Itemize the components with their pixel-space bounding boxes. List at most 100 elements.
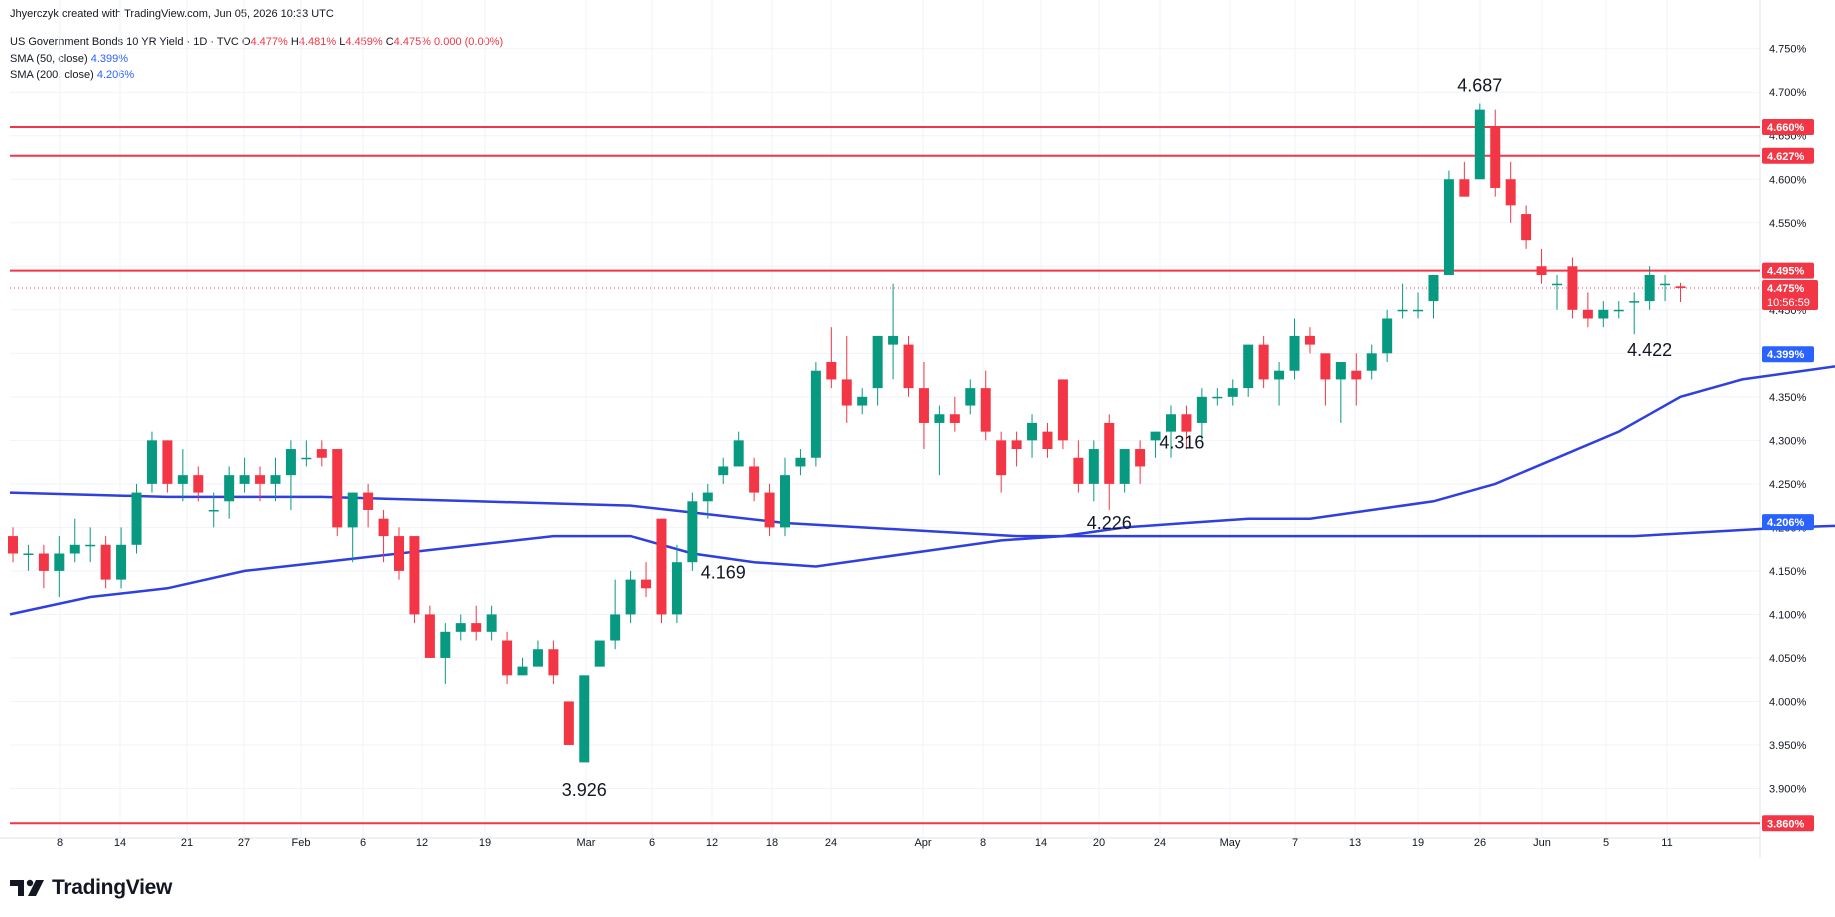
price-badges: 4.660% 4.627% 4.495% 3.860% 4.475% 10:56:59 4.… [1762, 119, 1818, 832]
candle-body [918, 388, 929, 423]
candle-up [1552, 274, 1562, 310]
candle-down [332, 449, 343, 537]
candle-body [146, 440, 157, 484]
candle-up [1335, 362, 1346, 423]
candle-body [455, 623, 466, 632]
candle-body [949, 414, 960, 423]
time-tick-label: 6 [360, 837, 366, 849]
sma200-label: SMA (200, close) [10, 69, 94, 81]
candle-body [1397, 309, 1408, 312]
sma200-value: 4.206% [96, 69, 135, 81]
candle-body [780, 475, 790, 528]
candle-down [548, 640, 559, 685]
candle-down [1505, 161, 1516, 223]
time-tick-label: 24 [825, 837, 837, 849]
candle-body [1443, 179, 1454, 275]
price-annotation: 3.926 [562, 780, 607, 800]
candle-body [224, 475, 235, 502]
time-axis[interactable]: 8 14 21 27 Feb 6 12 19 Mar 6 12 18 24 Apr 8 14 20 24 May 7 1… [57, 837, 1673, 849]
candle-up [440, 623, 451, 685]
level-badge-label: 4.495% [1767, 266, 1805, 278]
candle-down [100, 536, 111, 589]
candle-body [1660, 283, 1671, 286]
high-label: H [290, 36, 299, 48]
time-tick-label: 7 [1292, 837, 1298, 849]
candle-body [872, 335, 883, 389]
candle-up [1613, 301, 1624, 319]
candle-body [749, 466, 760, 493]
candle-body [1135, 449, 1146, 467]
candle-body [625, 579, 636, 615]
chart-credit: Jhyerczyk created with TradingView.com, … [10, 8, 334, 20]
sma200-legend[interactable]: SMA (200, close) 4.206% [10, 68, 134, 82]
candle-down [1011, 431, 1022, 467]
tradingview-logo[interactable]: TradingView [10, 876, 172, 900]
candle-up [872, 335, 883, 406]
candle-up [702, 483, 713, 519]
candle-down [1521, 205, 1532, 249]
candle-up [1629, 292, 1640, 335]
candle-body [1320, 353, 1331, 380]
candle-body [733, 440, 744, 467]
candle-body [1196, 396, 1207, 423]
candle-body [1351, 370, 1362, 380]
candle-body [38, 553, 49, 571]
candle-body [1258, 344, 1269, 380]
candle-up [1660, 274, 1671, 302]
candle-down [255, 466, 266, 502]
candle-body [1428, 274, 1439, 302]
price-tick-label: 4.100% [1769, 609, 1807, 621]
time-tick-label: 6 [649, 837, 655, 849]
level-badge [1762, 119, 1814, 136]
candle-down [471, 605, 482, 641]
candle-body [1459, 179, 1470, 197]
candle-body [1274, 370, 1285, 380]
last-price-label: 4.475% [1767, 283, 1805, 295]
candle-down [316, 440, 327, 467]
low-label: L [339, 36, 346, 48]
candle-body [285, 449, 296, 476]
candle-body [548, 649, 559, 676]
candle-body [1057, 379, 1068, 441]
candle-body [1629, 301, 1640, 303]
candle-down [826, 327, 837, 389]
candle-down [1135, 440, 1146, 484]
candles [8, 103, 1686, 763]
candle-down [841, 335, 852, 423]
time-tick-label: 19 [1412, 837, 1424, 849]
candle-down [1057, 379, 1068, 450]
level-badge-label: 3.860% [1767, 818, 1805, 830]
candle-down [1258, 335, 1269, 389]
candle-body [1335, 362, 1346, 380]
sma50-legend[interactable]: SMA (50, close) 4.399% [10, 52, 128, 66]
candle-body [378, 518, 389, 537]
candle-body [23, 553, 34, 555]
candle-body [239, 475, 250, 484]
candle-body [1304, 335, 1315, 345]
candle-body [810, 370, 821, 458]
candle-up [1166, 405, 1176, 458]
candle-down [641, 562, 652, 598]
candle-up [671, 544, 682, 624]
candle-down [749, 457, 760, 502]
candle-down [1351, 353, 1362, 406]
low-value: 4.459% [345, 36, 383, 48]
time-tick-label: 14 [114, 837, 126, 849]
price-tick-label: 3.900% [1769, 783, 1807, 795]
candle-up [888, 283, 899, 380]
candle-body [193, 475, 204, 493]
candle-body [996, 440, 1007, 476]
price-tick-label: 4.300% [1769, 435, 1807, 447]
candle-body [208, 509, 219, 512]
candle-up [301, 440, 312, 467]
candle-up [208, 492, 219, 528]
moving-averages [9, 365, 1835, 616]
candle-up [1474, 103, 1485, 180]
candle-up [1413, 292, 1424, 319]
candle-up [1119, 449, 1130, 493]
candle-body [1243, 344, 1254, 389]
price-tick-label: 4.250% [1769, 479, 1807, 491]
candle-up [455, 614, 466, 641]
candle-body [532, 649, 543, 667]
